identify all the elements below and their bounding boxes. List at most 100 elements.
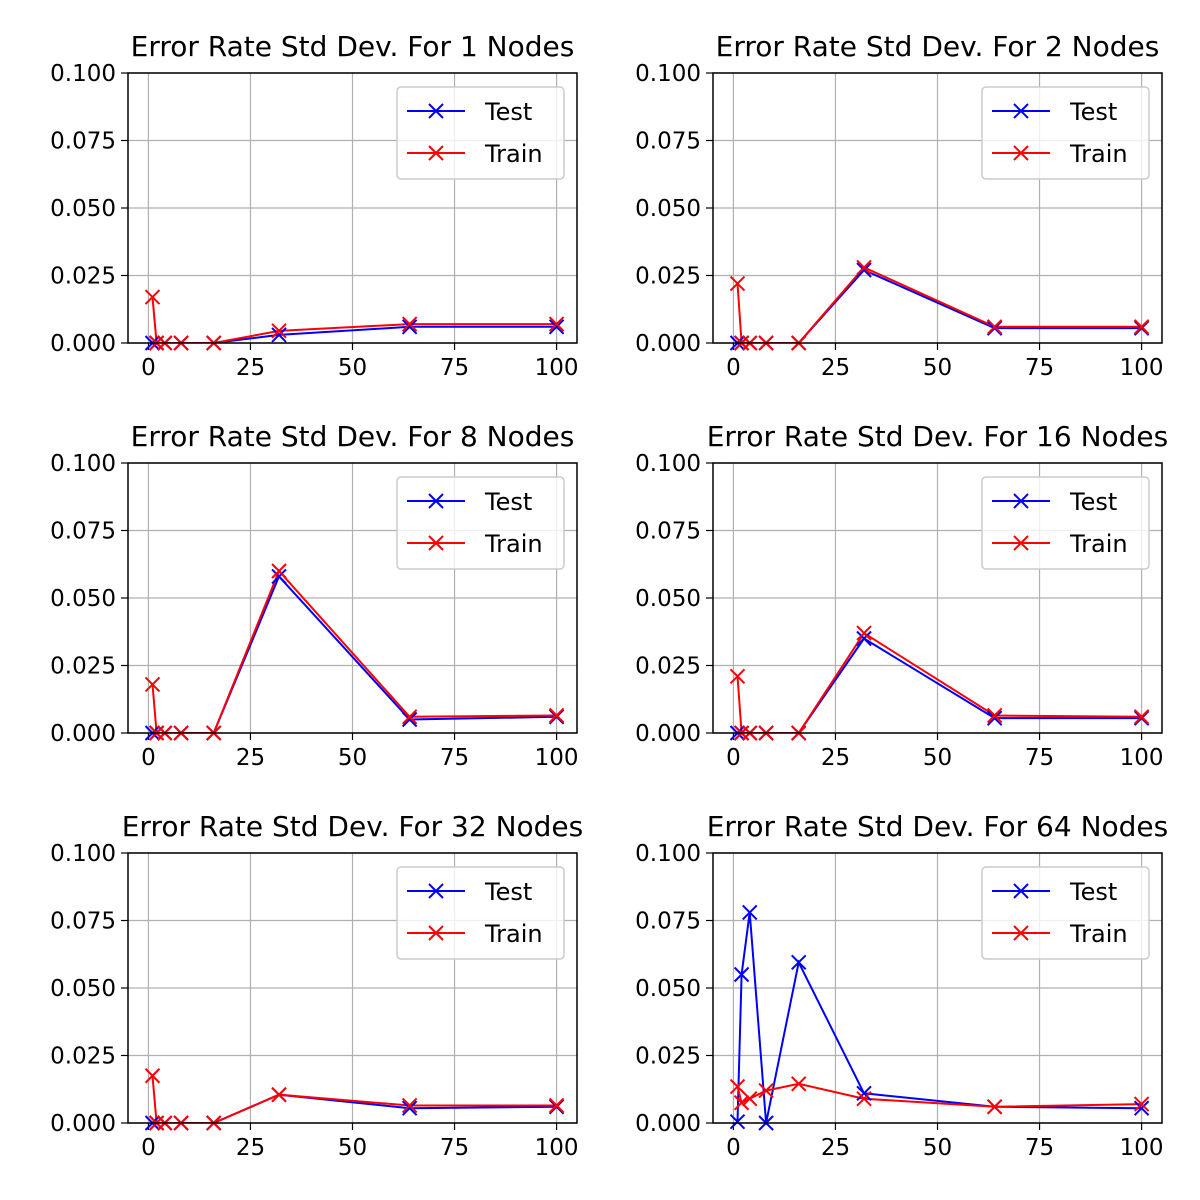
data-point-train xyxy=(271,1086,287,1103)
x-tick-label: 25 xyxy=(236,1135,265,1161)
data-point-train xyxy=(401,316,418,332)
data-point-train xyxy=(758,1082,774,1099)
y-tick-label: 0.000 xyxy=(635,721,701,747)
data-point-train xyxy=(856,625,872,641)
y-tick-label: 0.100 xyxy=(635,451,701,477)
x-tick-label: 100 xyxy=(535,745,579,771)
y-tick-label: 0.100 xyxy=(50,61,116,87)
series-group xyxy=(736,266,1142,343)
x-tick-label: 25 xyxy=(236,355,265,381)
data-point-test xyxy=(729,1113,746,1130)
data-point-train xyxy=(1133,1096,1150,1112)
y-tick-label: 0.050 xyxy=(50,196,116,222)
legend-label: Train xyxy=(1069,530,1128,558)
legend-label: Test xyxy=(1069,488,1117,516)
y-tick-label: 0.075 xyxy=(635,519,701,545)
legend: Test Train xyxy=(396,86,565,180)
data-point-train xyxy=(401,1097,418,1114)
legend: Test Train xyxy=(981,86,1150,180)
series-group xyxy=(151,297,557,343)
x-tick-label: 100 xyxy=(1120,1135,1164,1161)
series-line-train xyxy=(736,631,1142,733)
data-point-test xyxy=(733,966,750,983)
legend-marker-test xyxy=(428,883,444,899)
x-tick-label: 50 xyxy=(923,355,952,381)
x-tick-label: 75 xyxy=(440,355,469,381)
legend-marker-train xyxy=(1013,145,1029,161)
y-tick-label: 0.050 xyxy=(635,196,701,222)
x-tick-label: 25 xyxy=(821,1135,850,1161)
y-tick-label: 0.000 xyxy=(50,331,116,357)
y-tick-label: 0.075 xyxy=(50,519,116,545)
y-tick-label: 0.100 xyxy=(635,841,701,867)
legend-marker-test xyxy=(428,493,444,509)
x-tick-label: 75 xyxy=(1025,745,1054,771)
data-point-test xyxy=(271,327,287,343)
chart-title: Error Rate Std Dev. For 2 Nodes xyxy=(716,30,1160,63)
x-tick-label: 50 xyxy=(923,745,952,771)
y-tick-label: 0.000 xyxy=(50,721,116,747)
y-tick-label: 0.075 xyxy=(50,909,116,935)
y-tick-label: 0.100 xyxy=(50,841,116,867)
y-tick-label: 0.025 xyxy=(635,264,701,290)
legend: Test Train xyxy=(396,476,565,570)
data-point-train xyxy=(271,563,287,579)
data-point-train xyxy=(856,1090,872,1107)
data-point-test xyxy=(548,319,565,335)
data-point-test xyxy=(401,711,418,728)
series-line-train xyxy=(151,297,557,343)
series-line-train xyxy=(151,569,557,733)
y-tick-label: 0.000 xyxy=(50,1111,116,1137)
legend-marker-train xyxy=(428,925,444,941)
chart-title: Error Rate Std Dev. For 32 Nodes xyxy=(122,810,584,843)
x-tick-label: 75 xyxy=(1025,1135,1054,1161)
x-tick-label: 0 xyxy=(726,1135,741,1161)
data-point-train xyxy=(986,1099,1003,1115)
chart-panel-5: Error Rate Std Dev. For 32 Nodes 0 25 50 75 1… xyxy=(50,810,583,1161)
legend-marker-train xyxy=(1013,925,1029,941)
legend: Test Train xyxy=(981,476,1150,570)
series-group xyxy=(736,631,1142,733)
x-tick-label: 50 xyxy=(338,1135,367,1161)
data-point-train xyxy=(729,668,746,685)
axes-frame xyxy=(127,852,578,1124)
legend-label: Test xyxy=(484,488,532,516)
series-line-test xyxy=(152,1093,557,1123)
y-tick-label: 0.100 xyxy=(635,61,701,87)
x-tick-label: 75 xyxy=(440,745,469,771)
x-tick-label: 0 xyxy=(141,1135,156,1161)
legend: Test Train xyxy=(981,866,1150,960)
legend-marker-train xyxy=(1013,535,1029,551)
series-line-test xyxy=(152,325,557,343)
legend-marker-train xyxy=(428,535,444,551)
y-tick-label: 0.075 xyxy=(635,909,701,935)
data-point-train xyxy=(733,1095,750,1111)
series-group xyxy=(151,569,557,733)
y-tick-label: 0.000 xyxy=(635,1111,701,1137)
legend-marker-test xyxy=(1013,493,1029,509)
chart-panel-6: Error Rate Std Dev. For 64 Nodes 0 25 50 75 1… xyxy=(635,810,1168,1161)
axes-frame xyxy=(127,462,578,734)
axes-frame xyxy=(712,72,1163,344)
series-line-train xyxy=(736,266,1142,343)
data-point-train xyxy=(548,1097,565,1114)
chart-panel-2: Error Rate Std Dev. For 2 Nodes 0 25 50 75 10… xyxy=(635,30,1163,381)
chart-panel-4: Error Rate Std Dev. For 16 Nodes 0 25 50 75 1… xyxy=(635,420,1168,771)
data-point-train xyxy=(548,707,565,724)
x-tick-label: 100 xyxy=(1120,355,1164,381)
y-tick-label: 0.050 xyxy=(50,976,116,1002)
y-tick-label: 0.025 xyxy=(635,1044,701,1070)
chart-title: Error Rate Std Dev. For 8 Nodes xyxy=(131,420,575,453)
y-tick-label: 0.075 xyxy=(635,129,701,155)
series-group xyxy=(151,1075,557,1123)
axes-frame xyxy=(127,72,578,344)
legend-marker-test xyxy=(428,103,444,119)
x-tick-label: 0 xyxy=(726,355,741,381)
data-point-train xyxy=(729,1078,746,1095)
y-tick-label: 0.025 xyxy=(50,264,116,290)
x-tick-label: 75 xyxy=(440,1135,469,1161)
series-line-test xyxy=(737,637,1142,733)
x-tick-label: 50 xyxy=(338,355,367,381)
legend-label: Train xyxy=(484,920,543,948)
